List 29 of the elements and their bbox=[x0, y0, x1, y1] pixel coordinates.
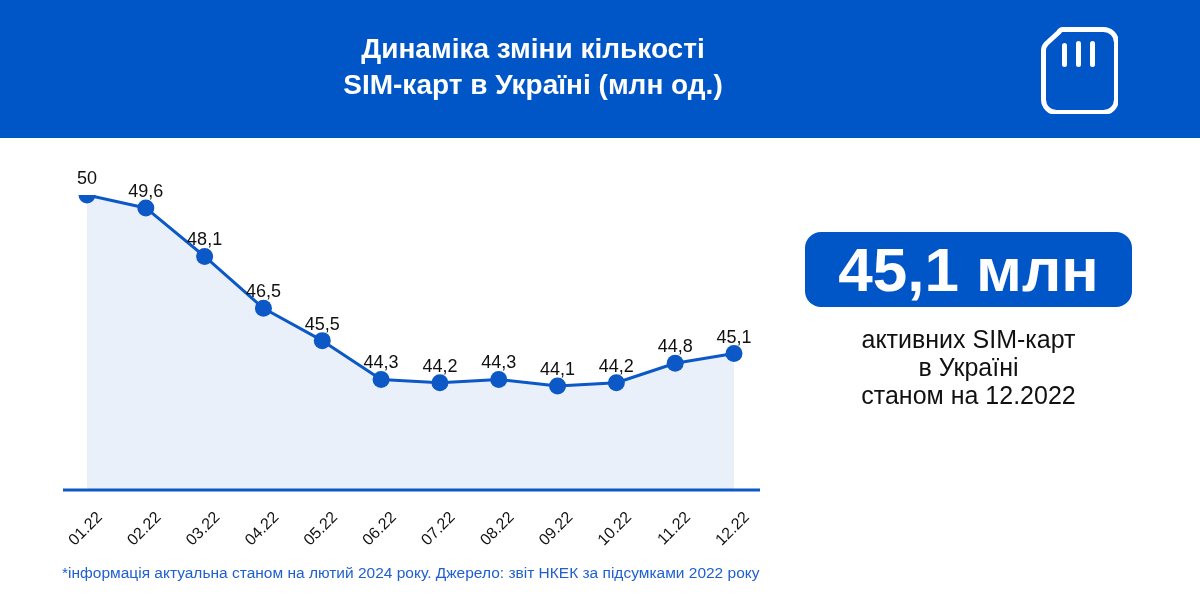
point bbox=[196, 247, 214, 265]
data-label: 48,1 bbox=[187, 229, 223, 250]
point bbox=[372, 370, 390, 388]
point bbox=[607, 374, 625, 392]
data-label: 46,5 bbox=[245, 281, 281, 302]
point bbox=[549, 377, 567, 395]
data-label: 44,8 bbox=[657, 336, 693, 357]
point bbox=[725, 345, 743, 363]
data-label: 45,5 bbox=[304, 313, 340, 334]
text: станом на 12.2022 bbox=[861, 381, 1076, 409]
data-label: 44,2 bbox=[598, 355, 634, 376]
point bbox=[431, 374, 449, 392]
chart-title: Динаміка зміни кількості SIM-карт в Україні (млн од.) bbox=[343, 33, 723, 100]
text: 45,1 млн bbox=[838, 235, 1099, 304]
data-label: 50 bbox=[76, 168, 98, 188]
point bbox=[137, 199, 155, 217]
point bbox=[313, 332, 331, 350]
annotation: *інформація актуальна станом на лютий 2024 року. Джерело: звіт НКЕК за підсумками 2022 року bbox=[62, 564, 760, 582]
point bbox=[666, 354, 684, 372]
text: активних SIM-карт bbox=[861, 325, 1076, 353]
data-label: 45,1 bbox=[716, 326, 752, 347]
data-label: 44,3 bbox=[363, 352, 399, 373]
data-label: 44,3 bbox=[481, 352, 517, 373]
point bbox=[490, 370, 508, 388]
text: в Україні bbox=[918, 353, 1019, 381]
point bbox=[254, 299, 272, 317]
data-label: 44,2 bbox=[422, 355, 458, 376]
data-label: 44,1 bbox=[540, 358, 576, 379]
data-label: 49,6 bbox=[128, 180, 164, 201]
